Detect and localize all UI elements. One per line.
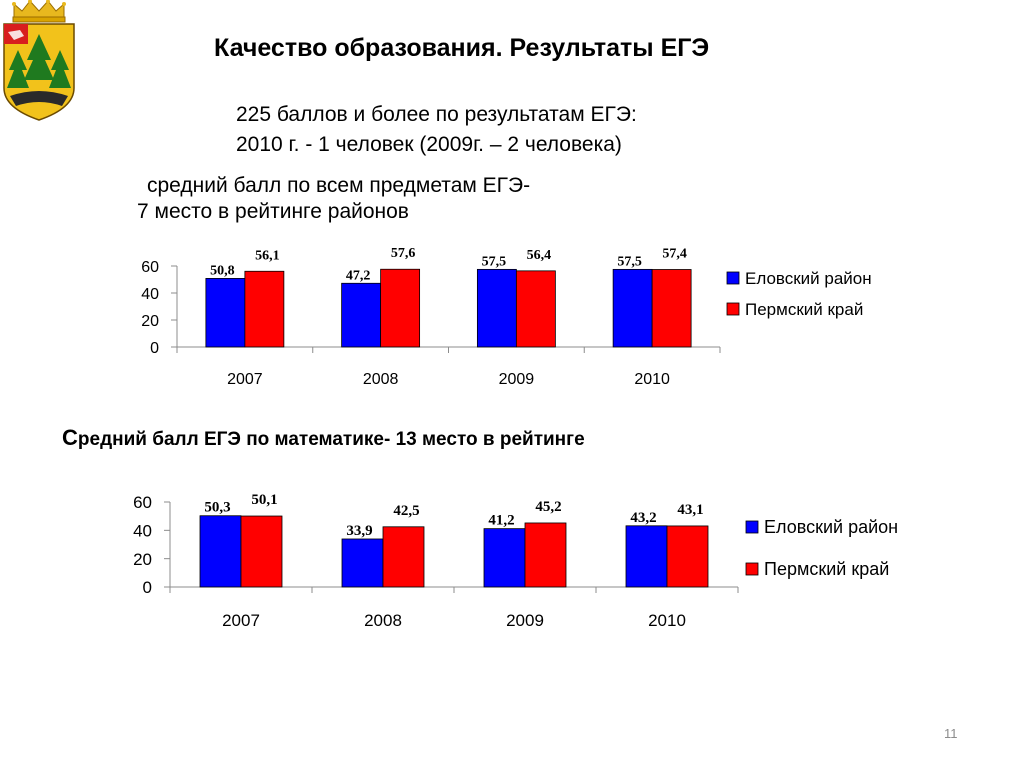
data-label: 50,3 — [204, 500, 230, 516]
x-category-label: 2009 — [499, 371, 535, 388]
data-label: 57,5 — [617, 254, 642, 269]
data-label: 42,5 — [393, 503, 419, 519]
x-category-label: 2009 — [506, 611, 544, 630]
x-category-label: 2010 — [648, 611, 686, 630]
coat-of-arms-emblem — [3, 0, 75, 121]
data-label: 50,1 — [251, 492, 277, 508]
data-label: 50,8 — [210, 263, 235, 278]
chart2-caption: Средний балл ЕГЭ по математике- 13 место… — [62, 425, 585, 451]
y-tick-label: 0 — [150, 340, 159, 357]
y-tick-label: 60 — [133, 493, 152, 512]
y-tick-label: 60 — [141, 259, 159, 276]
bar — [612, 268, 653, 348]
legend-swatch — [726, 271, 740, 285]
bar — [199, 515, 242, 588]
x-category-label: 2007 — [227, 371, 263, 388]
legend-label: Пермский край — [745, 300, 863, 319]
bar — [651, 269, 692, 348]
slide-title: Качество образования. Результаты ЕГЭ — [214, 34, 710, 62]
y-tick-label: 40 — [133, 521, 152, 540]
data-label: 56,1 — [255, 248, 280, 263]
legend-label: Пермский край — [764, 559, 889, 579]
bar — [625, 525, 668, 588]
chart1-caption-line-1: средний балл по всем предметам ЕГЭ- — [147, 174, 531, 197]
data-label: 47,2 — [346, 268, 371, 283]
bar — [483, 528, 526, 588]
page-number: 11 — [944, 726, 958, 741]
data-label: 43,1 — [677, 502, 703, 518]
bar — [205, 278, 246, 348]
bar — [515, 270, 556, 348]
legend-swatch — [745, 562, 759, 576]
chart2-caption-initial: С — [62, 425, 78, 450]
bar — [240, 515, 283, 588]
bar — [524, 522, 567, 588]
y-tick-label: 0 — [143, 578, 152, 597]
y-tick-label: 20 — [141, 313, 159, 330]
bar — [380, 268, 421, 348]
bar — [341, 282, 382, 348]
x-category-label: 2008 — [363, 371, 399, 388]
data-label: 43,2 — [630, 510, 656, 526]
data-label: 57,4 — [662, 247, 687, 262]
bar — [244, 270, 285, 348]
chart1-caption-line-2: 7 место в рейтинге районов — [137, 200, 409, 223]
legend-label: Еловский район — [764, 517, 898, 537]
y-tick-label: 20 — [133, 550, 152, 569]
info-line-2: 2010 г. - 1 человек (2009г. – 2 человека… — [236, 133, 622, 156]
bar — [476, 268, 517, 348]
legend-label: Еловский район — [745, 269, 872, 288]
data-label: 33,9 — [346, 523, 372, 539]
bar — [341, 538, 384, 588]
info-line-1: 225 баллов и более по результатам ЕГЭ: — [236, 103, 637, 126]
data-label: 57,5 — [482, 254, 507, 269]
chart2-caption-text: редний балл ЕГЭ по математике- 13 место … — [77, 429, 585, 450]
legend-swatch — [745, 520, 759, 534]
x-category-label: 2008 — [364, 611, 402, 630]
bar — [382, 526, 425, 588]
y-tick-label: 40 — [141, 286, 159, 303]
bar — [666, 525, 709, 588]
x-category-label: 2007 — [222, 611, 260, 630]
data-label: 45,2 — [535, 499, 561, 515]
data-label: 41,2 — [488, 513, 514, 529]
legend-swatch — [726, 302, 740, 316]
x-category-label: 2010 — [634, 371, 670, 388]
data-label: 57,6 — [391, 246, 416, 261]
data-label: 56,4 — [527, 248, 552, 263]
